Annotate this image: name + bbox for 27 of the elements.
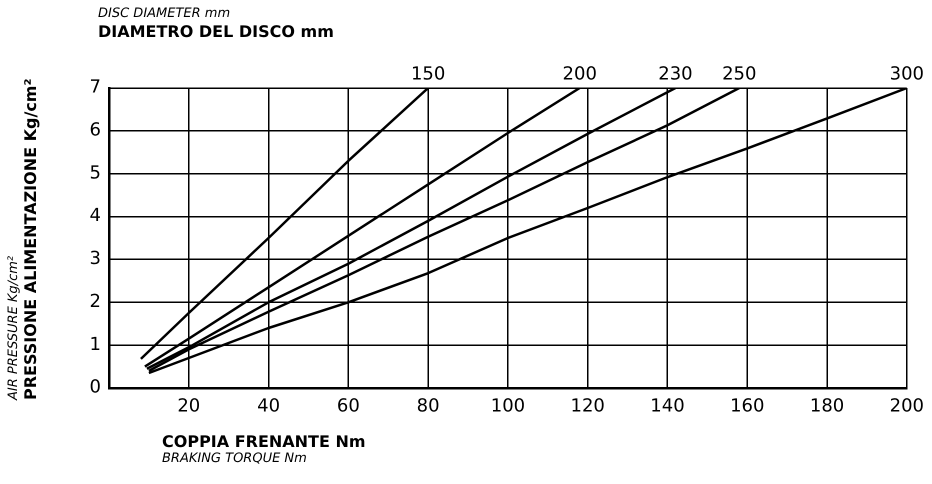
y-tick-label: 6	[90, 120, 101, 141]
y-tick-label: 7	[90, 76, 101, 98]
series-label: 300	[890, 64, 924, 85]
y-tick-label: 5	[90, 162, 101, 184]
x-tick-label: 180	[810, 395, 844, 416]
series-label: 250	[722, 64, 756, 85]
y-tick-label: 0	[90, 376, 101, 398]
series-label: 200	[562, 64, 597, 85]
x-tick-label: 140	[650, 395, 685, 416]
chart-subtitle: DISC DIAMETER mm	[98, 6, 230, 21]
x-tick-label: 80	[416, 395, 440, 416]
chart-title: DIAMETRO DEL DISCO mm	[98, 22, 334, 41]
y-tick-label: 3	[90, 248, 101, 270]
x-tick-label: 200	[890, 395, 924, 416]
y-axis-title: AIR PRESSURE Kg/cm² PRESSIONE ALIMENTAZIONE Kg/cm²	[6, 78, 40, 400]
x-tick-label: 40	[257, 395, 280, 416]
x-tick-label: 120	[570, 395, 605, 416]
y-tick-label: 2	[90, 290, 101, 312]
x-axis-title: COPPIA FRENANTE Nm BRAKING TORQUE Nm	[162, 432, 366, 466]
x-tick-label: 100	[490, 395, 526, 416]
series-label: 150	[410, 64, 446, 85]
x-tick-label: 20	[177, 395, 200, 416]
y-tick-label: 4	[90, 205, 101, 226]
x-tick-label: 160	[730, 395, 764, 416]
y-tick-label: 1	[90, 334, 101, 355]
series-label: 230	[658, 64, 693, 85]
x-tick-label: 60	[336, 395, 360, 416]
